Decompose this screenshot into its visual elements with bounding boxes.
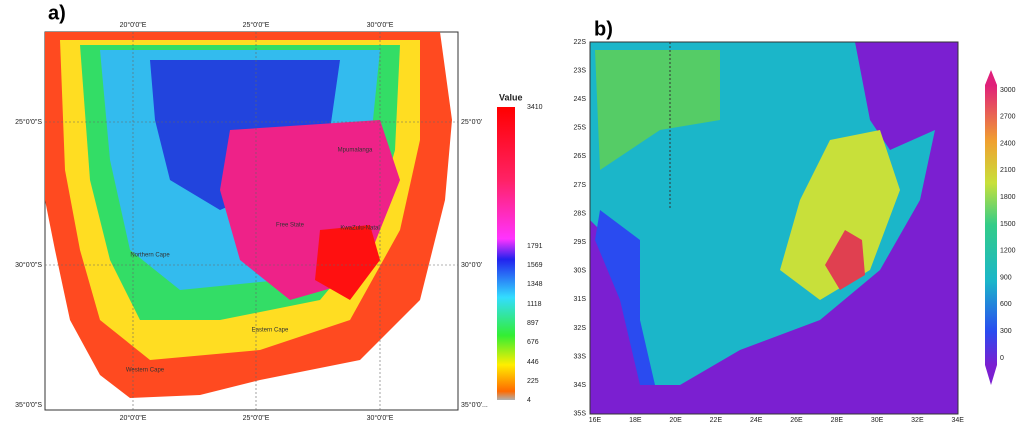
colorbar-arrow [985,70,997,85]
legend-label: 1800 [1000,194,1016,201]
place-label: Northern Cape [130,253,170,259]
lon-label: 30°0'0"E [367,414,394,422]
colorbar [497,107,515,400]
legend-label: 2400 [1000,140,1016,147]
relief [595,210,655,385]
lon-label: 26E [790,417,803,424]
place-label: Eastern Cape [252,328,289,334]
lat-label: 33S [574,353,587,360]
lat-label: 30S [574,268,587,275]
place-label: Free State [276,223,305,229]
legend-label: 3410 [527,104,543,111]
lon-label: 34E [951,417,964,424]
legend-label: 225 [527,378,539,385]
lat-label: 32S [574,325,587,332]
lon-label: 20E [669,417,682,424]
legend-title: Value [499,92,523,102]
panel-label: a) [48,2,66,24]
lat-label: 22S [574,39,587,46]
legend-label: 0 [1000,355,1004,362]
lon-label: 24E [750,417,763,424]
colorbar-arrow [985,365,997,385]
legend-label: 1791 [527,243,543,250]
lat-label: 25°0'0' [461,118,482,126]
lon-label: 25°0'0"E [243,21,270,29]
lon-label: 20°0'0"E [120,21,147,29]
relief [825,230,865,290]
legend-label: 2700 [1000,114,1016,121]
lat-label: 30°0'0"S [15,261,42,269]
lat-label: 28S [574,210,587,217]
legend-label: 1348 [527,281,543,288]
lat-label: 35S [574,411,587,418]
legend-label: 2100 [1000,167,1016,174]
relief [315,225,380,300]
lon-label: 25°0'0"E [243,414,270,422]
lon-label: 30E [871,417,884,424]
place-label: Western Cape [126,368,165,374]
lat-label: 26S [574,153,587,160]
place-label: KwaZulu-Natal [340,226,379,232]
legend-label: 1200 [1000,248,1016,255]
legend-label: 3000 [1000,87,1016,94]
legend-label: 1569 [527,262,543,269]
lat-label: 27S [574,182,587,189]
lat-label: 35°0'0"S [15,401,42,409]
colorbar [985,85,997,365]
panel-label: b) [594,18,613,40]
relief [595,50,720,170]
legend-label: 900 [1000,274,1012,281]
lat-label: 31S [574,296,587,303]
lon-label: 18E [629,417,642,424]
lat-label: 35°0'0'... [461,401,488,409]
lon-label: 22E [710,417,723,424]
legend-label: 4 [527,397,531,404]
place-label: Mpumalanga [338,148,373,154]
lon-label: 30°0'0"E [367,21,394,29]
relief [780,130,900,300]
lon-label: 28E [831,417,844,424]
legend-label: 676 [527,339,539,346]
land [590,42,935,385]
legend-label: 1500 [1000,221,1016,228]
lat-label: 25°0'0"S [15,118,42,126]
legend-label: 1118 [527,301,542,308]
lat-label: 29S [574,239,587,246]
lon-label: 20°0'0"E [120,414,147,422]
lat-label: 34S [574,382,587,389]
lon-label: 16E [589,417,602,424]
map-frame [589,41,959,415]
legend-label: 897 [527,320,539,327]
legend-label: 600 [1000,301,1012,308]
lon-label: 32E [911,417,924,424]
lat-label: 25S [574,125,587,132]
lat-label: 24S [574,96,587,103]
legend-label: 446 [527,359,539,366]
lat-label: 30°0'0' [461,261,482,269]
lat-label: 23S [574,67,587,74]
legend-label: 300 [1000,328,1012,335]
